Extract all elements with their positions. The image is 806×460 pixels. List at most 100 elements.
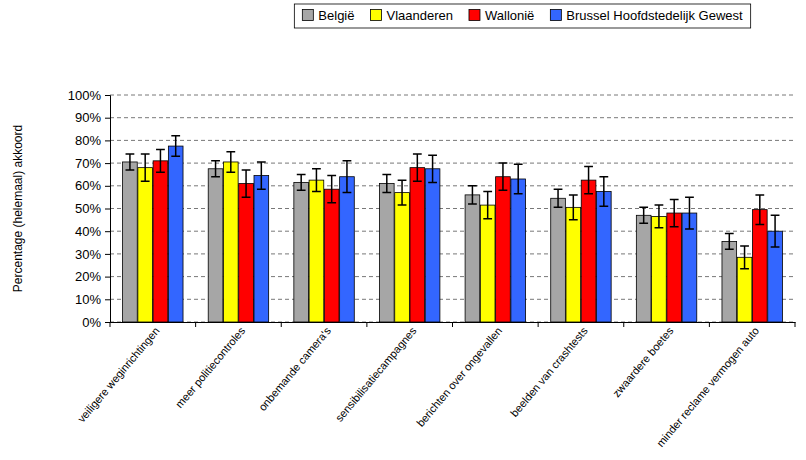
tick-mark	[105, 163, 110, 164]
bar	[223, 162, 238, 322]
tick: 40%	[75, 224, 110, 239]
tick-label: 70%	[75, 156, 101, 171]
tick: 60%	[75, 178, 110, 193]
legend-label: Vlaanderen	[386, 8, 453, 23]
plot-area: 0%10%20%30%40%50%60%70%80%90%100%veilige…	[68, 88, 796, 449]
tick: minder reclame vermogen auto	[654, 325, 761, 449]
grid	[110, 95, 795, 322]
bar	[208, 169, 223, 322]
tick: 20%	[75, 269, 110, 284]
bar	[667, 213, 682, 322]
tick-label: 60%	[75, 178, 101, 193]
y-axis: 0%10%20%30%40%50%60%70%80%90%100%	[68, 88, 111, 330]
category-label: berichten over ongevallen	[414, 325, 504, 429]
legend-label: België	[318, 8, 354, 23]
error-bar	[171, 136, 180, 156]
bar	[581, 180, 596, 322]
axis-line	[105, 96, 111, 323]
legend-swatch	[550, 10, 561, 21]
category-label: zwaardere boetes	[610, 324, 676, 399]
tick: 30%	[75, 247, 110, 262]
tick: berichten over ongevallen	[414, 325, 504, 429]
x-separators	[110, 322, 795, 327]
tick: zwaardere boetes	[610, 324, 676, 399]
bar	[309, 180, 324, 322]
separator	[281, 322, 282, 327]
x-axis: veiligere weginrichtingenmeer politiecon…	[75, 323, 795, 449]
legend-swatch	[469, 10, 480, 21]
legend-item: Vlaanderen	[370, 8, 453, 23]
error-bar	[569, 195, 578, 220]
error-bar	[639, 207, 648, 223]
tick-label: 10%	[75, 292, 101, 307]
bar	[138, 168, 153, 322]
legend-label: Wallonië	[485, 8, 534, 23]
error-bar	[382, 174, 391, 192]
bar	[597, 191, 612, 322]
bar	[722, 241, 737, 322]
error-bar	[242, 170, 251, 197]
error-bar	[156, 149, 165, 172]
error-bar	[126, 154, 135, 170]
error-bar	[257, 162, 266, 189]
separator	[538, 322, 539, 327]
marks	[123, 136, 783, 322]
legend-label: Brussel Hoofdstedelijk Gewest	[566, 8, 743, 23]
series	[138, 152, 752, 322]
bar	[652, 216, 667, 322]
error-bar	[514, 164, 523, 194]
tick-mark	[105, 140, 110, 141]
tick: 100%	[68, 88, 110, 103]
separator	[795, 322, 796, 327]
tick-mark	[105, 254, 110, 255]
bar	[239, 184, 254, 322]
bar	[254, 176, 269, 322]
error-bar	[211, 161, 220, 177]
separator	[709, 322, 710, 327]
error-bar	[670, 199, 679, 226]
error-bar	[483, 191, 492, 218]
tick-mark	[105, 95, 110, 96]
grid-line	[110, 117, 795, 118]
error-bar	[141, 154, 150, 181]
bar	[566, 207, 581, 322]
separator	[195, 322, 196, 327]
bar	[123, 162, 138, 322]
tick: 0%	[82, 315, 110, 330]
bar	[511, 179, 526, 322]
separator	[110, 322, 111, 327]
tick-mark	[105, 118, 110, 119]
error-bar	[599, 177, 608, 207]
y-axis-title: Percentage (helemaal) akkoord	[11, 125, 25, 292]
legend-item: België	[302, 8, 354, 23]
tick: sensibilisatiecampagnes	[333, 324, 419, 423]
error-bar	[343, 161, 352, 193]
error-bar	[771, 215, 780, 247]
separator	[623, 322, 624, 327]
tick: 80%	[75, 133, 110, 148]
category-label: meer politiecontroles	[173, 324, 248, 410]
bar	[324, 189, 339, 322]
error-bar	[413, 154, 422, 181]
grid-line	[110, 95, 795, 96]
category-label: veiligere weginrichtingen	[75, 325, 162, 425]
bar	[410, 168, 425, 322]
bar	[395, 193, 410, 322]
tick-label: 90%	[75, 110, 101, 125]
tick: veiligere weginrichtingen	[75, 325, 162, 425]
separator	[366, 322, 367, 327]
tick-label: 0%	[82, 315, 101, 330]
legend: België Vlaanderen Wallonië Brussel Hoofdste…	[294, 4, 750, 28]
tick-mark	[105, 322, 110, 323]
tick-label: 100%	[68, 88, 102, 103]
legend-item: Wallonië	[469, 8, 534, 23]
tick-mark	[105, 231, 110, 232]
bar	[636, 215, 651, 322]
chart: 0%10%20%30%40%50%60%70%80%90%100%veilige…	[0, 0, 806, 460]
tick-label: 30%	[75, 247, 101, 262]
tick: 10%	[75, 292, 110, 307]
error-bar	[398, 180, 407, 205]
tick-mark	[105, 277, 110, 278]
tick-label: 80%	[75, 133, 101, 148]
tick: 70%	[75, 156, 110, 171]
